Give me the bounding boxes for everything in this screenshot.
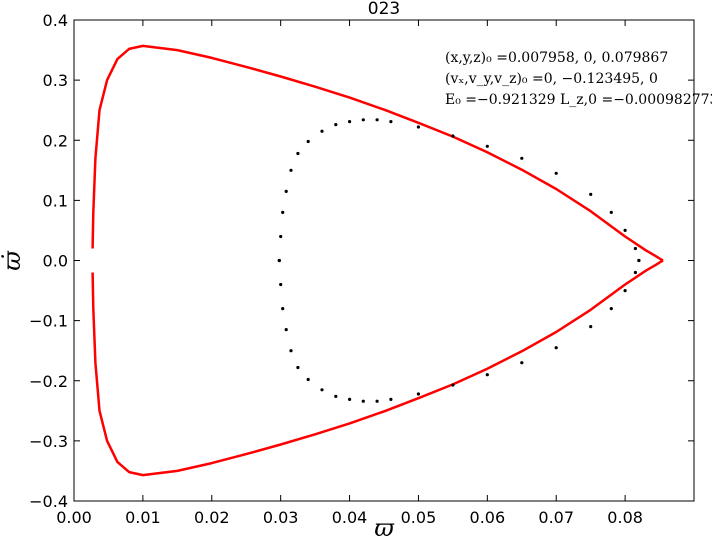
orbit-point	[289, 349, 293, 353]
orbit-point	[637, 258, 641, 263]
y-tick-label: 0.1	[43, 191, 68, 210]
orbit-point	[389, 120, 393, 124]
orbit-point	[609, 210, 613, 214]
orbit-point	[375, 399, 379, 403]
orbit-point	[306, 377, 310, 382]
orbit-point	[485, 144, 489, 148]
ticks-layer: 0.00 0.01 0.02 0.03 0.04 0.05 0.06 0.07 0.08 −0.4…	[29, 11, 694, 527]
y-tick-label: 0.2	[43, 131, 68, 150]
orbit-point	[284, 328, 288, 332]
orbit-point	[348, 120, 352, 124]
series-layer	[91, 44, 664, 477]
orbit-point	[520, 361, 524, 365]
orbit-point	[296, 365, 300, 370]
orbit-point	[348, 397, 352, 401]
x-tick-label: 0.08	[607, 508, 643, 527]
y-tick-label: −0.2	[29, 372, 68, 391]
x-axis-label: ϖ	[374, 514, 395, 539]
y-tick-label: −0.3	[29, 432, 68, 451]
orbit-point	[281, 307, 285, 311]
orbit-point	[623, 289, 627, 293]
orbit-point	[520, 156, 524, 160]
orbit-point	[451, 134, 455, 138]
chart-title: 023	[368, 0, 400, 19]
red-curve-lower	[91, 259, 664, 477]
x-tick-label: 0.01	[125, 508, 161, 527]
annotation-initial-velocity: (vₓ,v_y,v_z)₀ =0, −0.123495, 0	[445, 71, 658, 87]
x-tick-label: 0.05	[401, 508, 437, 527]
orbit-point	[284, 189, 288, 193]
annotation-initial-position: (x,y,z)₀ =0.007958, 0, 0.079867	[445, 50, 668, 66]
orbit-point	[633, 246, 638, 251]
orbit-point	[416, 392, 420, 396]
x-tick-label: 0.04	[332, 508, 368, 527]
orbit-point	[609, 307, 613, 311]
orbit-point	[554, 171, 558, 175]
orbit-point	[277, 258, 281, 263]
annotation-energy-momentum: E₀ =−0.921329 L_z,0 =−0.000982773	[445, 92, 712, 108]
plot-area-frame	[73, 19, 695, 502]
x-tick-label: 0.07	[538, 508, 574, 527]
red-curve-upper	[91, 44, 664, 262]
y-tick-label: 0.0	[43, 252, 68, 271]
orbit-point	[289, 168, 293, 172]
orbit-point	[334, 123, 338, 127]
orbit-point	[416, 125, 420, 129]
x-tick-label: 0.00	[56, 508, 92, 527]
y-tick-label: 0.4	[43, 11, 68, 30]
x-tick-label: 0.03	[263, 508, 299, 527]
orbit-point	[485, 373, 489, 377]
orbit-point	[375, 118, 379, 122]
orbit-point	[296, 151, 300, 156]
orbit-point	[320, 129, 324, 133]
x-tick-label: 0.02	[194, 508, 230, 527]
orbit-point	[361, 118, 365, 122]
y-axis-label: ϖ̇	[0, 250, 26, 271]
orbit-point	[451, 383, 455, 387]
orbit-point	[281, 210, 285, 214]
y-tick-label: 0.3	[43, 71, 68, 90]
orbit-point	[554, 346, 558, 350]
orbit-point	[623, 228, 627, 232]
orbit-point	[334, 394, 338, 398]
x-tick-label: 0.06	[470, 508, 506, 527]
orbit-point	[279, 234, 283, 239]
y-tick-label: −0.4	[29, 492, 68, 511]
orbit-point	[361, 399, 365, 403]
orbit-point	[589, 325, 593, 329]
orbit-point	[589, 192, 593, 196]
orbit-point	[279, 282, 283, 287]
orbit-point	[306, 139, 310, 144]
orbit-point	[320, 388, 324, 392]
orbit-point	[389, 397, 393, 401]
orbit-point	[633, 270, 638, 275]
y-tick-label: −0.1	[29, 312, 68, 331]
